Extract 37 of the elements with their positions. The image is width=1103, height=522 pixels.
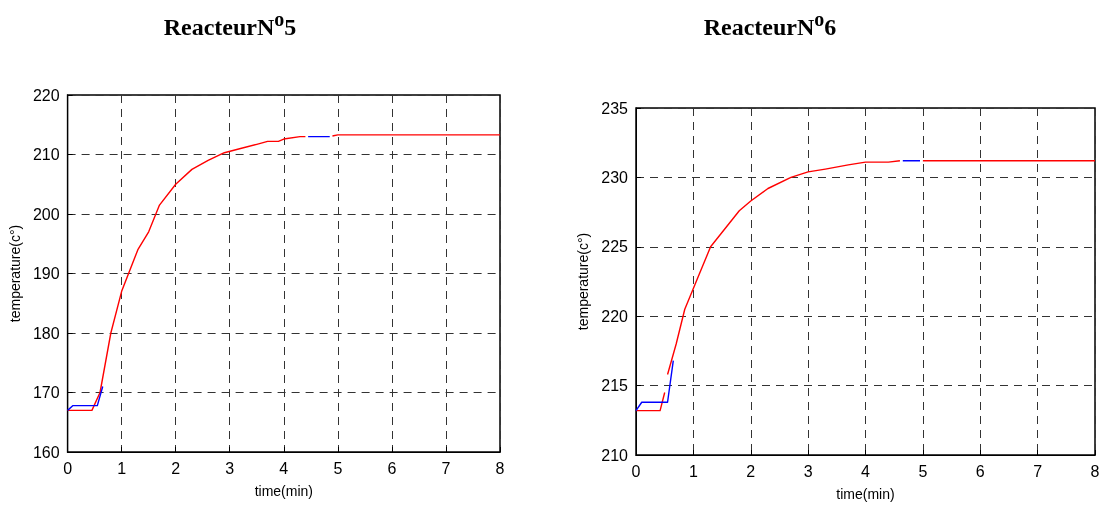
x-tick-label: 8 bbox=[495, 459, 505, 477]
x-tick-label: 2 bbox=[746, 462, 756, 480]
x-tick-label: 3 bbox=[225, 459, 235, 477]
chart-title: ReacteurN$^{o}$6 bbox=[702, 8, 838, 41]
x-tick-label: 7 bbox=[1033, 462, 1043, 480]
y-axis-title: temperature(c°) bbox=[575, 232, 592, 331]
x-tick-label: 3 bbox=[803, 462, 813, 480]
x-axis-title: time(min) bbox=[836, 486, 895, 502]
y-tick-label: 170 bbox=[32, 384, 60, 401]
y-tick-label: 230 bbox=[601, 168, 629, 186]
chart-title: ReacteurN$^{o}$5 bbox=[162, 8, 298, 41]
x-tick-label: 1 bbox=[117, 459, 127, 477]
x-tick-label: 4 bbox=[861, 462, 871, 480]
y-tick-label: 220 bbox=[601, 307, 629, 325]
x-tick-label: 7 bbox=[441, 459, 451, 477]
x-tick-label: 0 bbox=[631, 462, 641, 480]
x-tick-label: 5 bbox=[918, 462, 928, 480]
x-tick-label: 5 bbox=[333, 459, 343, 477]
x-axis-title: time(min) bbox=[254, 483, 313, 499]
y-tick-label: 220 bbox=[32, 86, 60, 104]
y-tick-label: 235 bbox=[601, 99, 629, 117]
y-tick-label: 190 bbox=[32, 265, 60, 282]
y-axis-title: temperature(c°) bbox=[7, 224, 23, 323]
x-tick-label: 1 bbox=[688, 462, 698, 480]
x-tick-label: 8 bbox=[1090, 462, 1100, 480]
y-tick-label: 210 bbox=[32, 146, 60, 163]
x-tick-label: 6 bbox=[387, 459, 397, 477]
x-tick-label: 0 bbox=[63, 459, 73, 477]
y-tick-label: 210 bbox=[601, 446, 629, 464]
y-tick-label: 160 bbox=[32, 443, 60, 461]
x-tick-label: 4 bbox=[279, 459, 289, 477]
x-tick-label: 2 bbox=[171, 459, 181, 477]
y-tick-label: 215 bbox=[601, 377, 629, 395]
y-tick-label: 225 bbox=[601, 238, 629, 256]
x-tick-label: 6 bbox=[975, 462, 985, 480]
y-tick-label: 200 bbox=[32, 205, 60, 223]
y-tick-label: 180 bbox=[32, 324, 60, 342]
